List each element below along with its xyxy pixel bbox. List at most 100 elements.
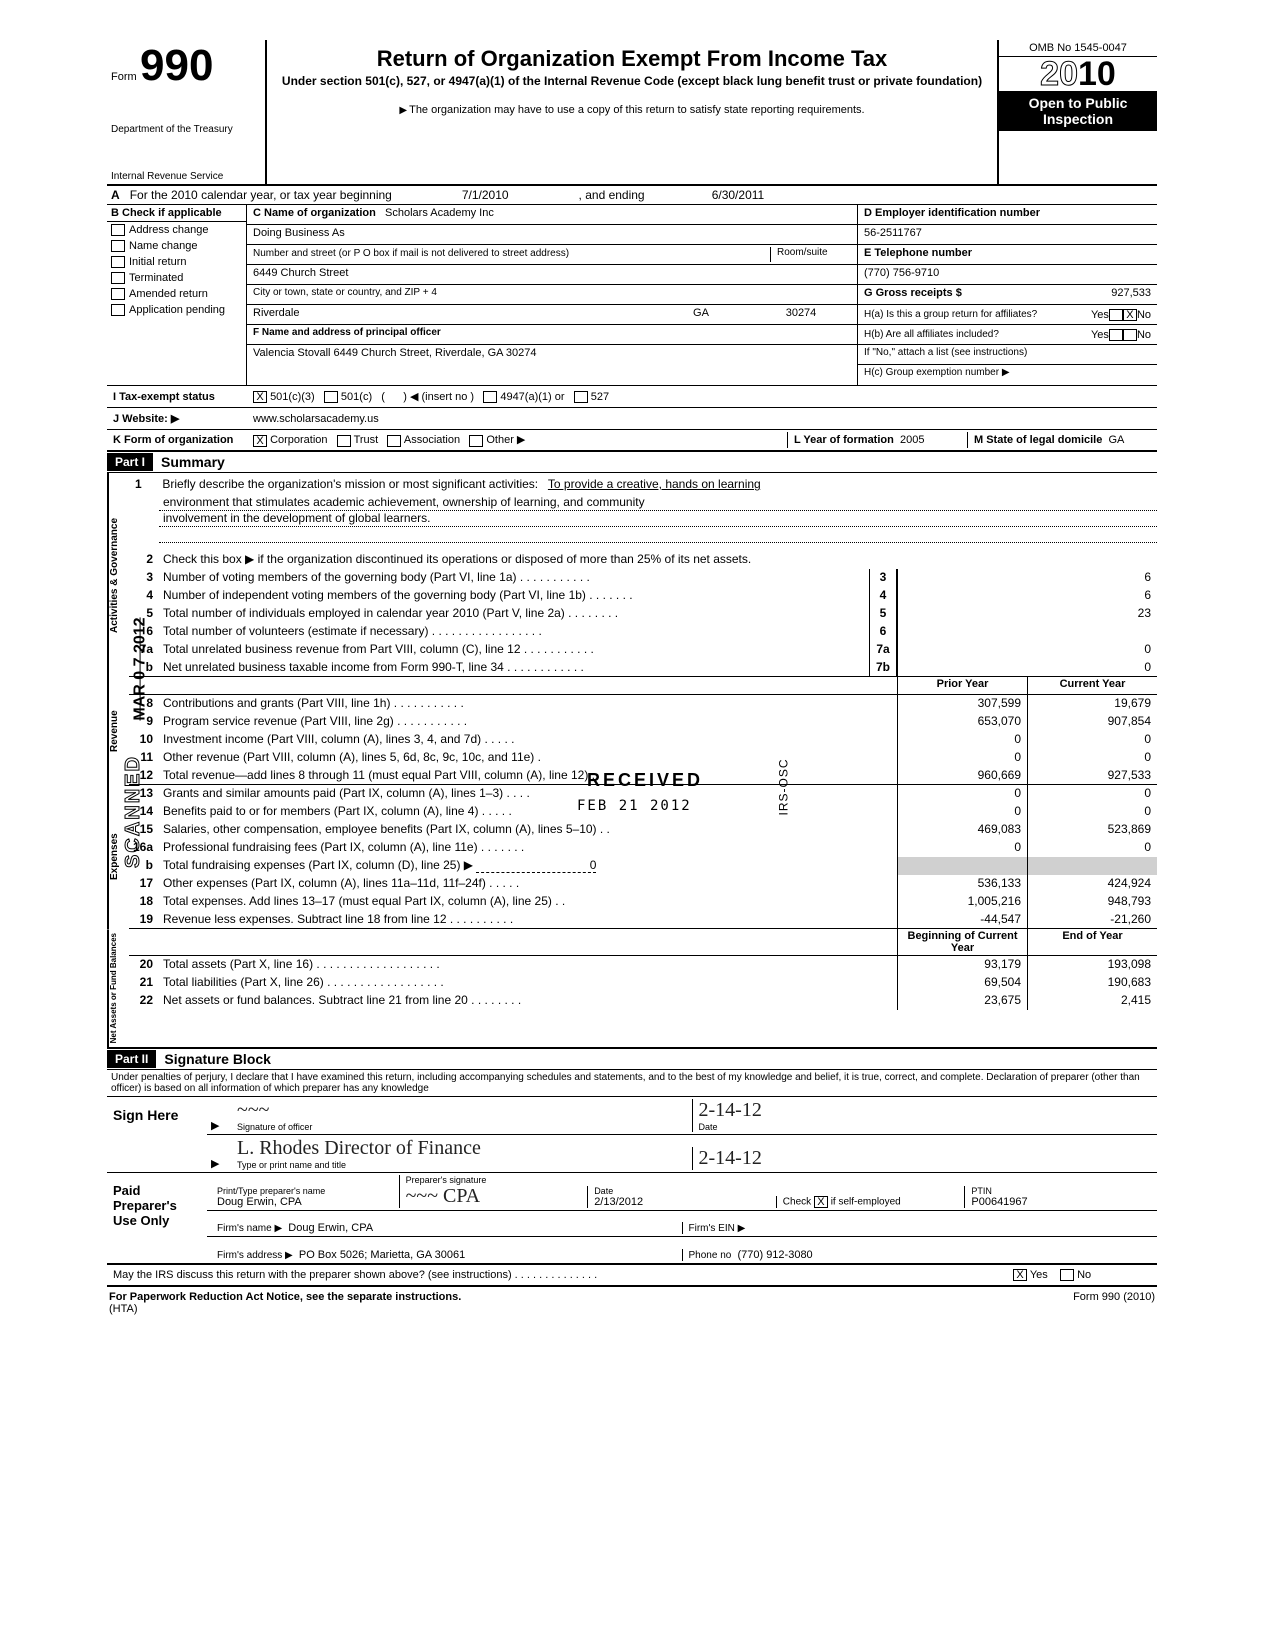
chk-4947[interactable]: [483, 391, 497, 403]
form-ref: Form 990 (2010): [1073, 1291, 1155, 1315]
form-header: Form 990 Department of the Treasury Inte…: [107, 40, 1157, 186]
chk-association[interactable]: [387, 435, 401, 447]
part-i-header: Part I Summary: [107, 452, 1157, 473]
preparer-name: Doug Erwin, CPA: [217, 1196, 393, 1208]
val-line4: 6: [897, 587, 1157, 605]
l10-curr: 0: [1027, 731, 1157, 749]
val-line7b: 0: [897, 659, 1157, 676]
val-line5: 23: [897, 605, 1157, 623]
col-de: D Employer identification number 56-2511…: [857, 205, 1157, 385]
hb-no-check[interactable]: [1123, 329, 1137, 341]
identity-block: B Check if applicable Address change Nam…: [107, 205, 1157, 386]
dept-irs: Internal Revenue Service: [111, 171, 257, 182]
discuss-no-check[interactable]: [1060, 1269, 1074, 1281]
l20-end: 193,098: [1027, 956, 1157, 974]
firm-phone: (770) 912-3080: [737, 1249, 812, 1261]
chk-527[interactable]: [574, 391, 588, 403]
sign-date-1: 2-14-12: [699, 1099, 1148, 1122]
year-end: 6/30/2011: [648, 188, 828, 202]
chk-name-change[interactable]: Name change: [107, 238, 246, 254]
chk-initial-return[interactable]: Initial return: [107, 254, 246, 270]
form-subtitle: Under section 501(c), 527, or 4947(a)(1)…: [277, 74, 987, 88]
hb-yes-check[interactable]: [1109, 329, 1123, 341]
penalty-statement: Under penalties of perjury, I declare th…: [107, 1070, 1157, 1097]
ein: 56-2511767: [858, 225, 1157, 245]
chk-other[interactable]: [469, 435, 483, 447]
l17-curr: 424,924: [1027, 875, 1157, 893]
mission-text-1: To provide a creative, hands on learning: [548, 477, 761, 491]
part-ii-header: Part II Signature Block: [107, 1049, 1157, 1070]
l14-curr: 0: [1027, 803, 1157, 821]
state-domicile: GA: [1108, 434, 1124, 446]
l21-end: 190,683: [1027, 974, 1157, 992]
chk-corporation[interactable]: X: [253, 435, 267, 447]
l22-begin: 23,675: [897, 992, 1027, 1010]
row-k-form-of-org: K Form of organization X Corporation Tru…: [107, 430, 1157, 452]
city: Riverdale: [253, 307, 651, 322]
paid-preparer-label: Paid Preparer's Use Only: [107, 1173, 207, 1263]
row-j-website: J Website: ▶ www.scholarsacademy.us: [107, 408, 1157, 430]
val-line7a: 0: [897, 641, 1157, 659]
l16a-prior: 0: [897, 839, 1027, 857]
stamp-received-date: FEB 21 2012: [577, 798, 692, 814]
chk-trust[interactable]: [337, 435, 351, 447]
l16a-curr: 0: [1027, 839, 1157, 857]
year-formation: 2005: [900, 434, 924, 446]
l16b-val: 0: [476, 858, 596, 873]
chk-address-change[interactable]: Address change: [107, 222, 246, 238]
header-note: The organization may have to use a copy …: [277, 104, 987, 116]
chk-amended[interactable]: Amended return: [107, 286, 246, 302]
ha-yes-check[interactable]: [1109, 309, 1123, 321]
header-right: OMB No 1545-0047 2010 Open to PublicInsp…: [997, 40, 1157, 184]
stamp-received: RECEIVED: [587, 770, 703, 791]
preparer-signature: ~~~ CPA: [406, 1185, 582, 1208]
l22-end: 2,415: [1027, 992, 1157, 1010]
summary-table: Activities & Governance 1 Briefly descri…: [107, 473, 1157, 1049]
form-label: Form: [111, 71, 137, 83]
chk-app-pending[interactable]: Application pending: [107, 302, 246, 318]
l8-prior: 307,599: [897, 695, 1027, 713]
group-governance: Activities & Governance 1 Briefly descri…: [107, 473, 1157, 677]
l11-curr: 0: [1027, 749, 1157, 767]
side-governance: Activities & Governance: [107, 473, 129, 677]
chk-501c[interactable]: [324, 391, 338, 403]
chk-self-employed[interactable]: X: [814, 1196, 828, 1208]
group-net-assets: Net Assets or Fund Balances Beginning of…: [107, 929, 1157, 1047]
header-middle: Return of Organization Exempt From Incom…: [267, 40, 997, 184]
org-name: Scholars Academy Inc: [385, 207, 494, 219]
discuss-row: May the IRS discuss this return with the…: [107, 1265, 1157, 1287]
side-expenses: Expenses: [107, 785, 129, 929]
l13-prior: 0: [897, 785, 1027, 803]
principal-officer: Valencia Stovall 6449 Church Street, Riv…: [247, 345, 857, 365]
l9-curr: 907,854: [1027, 713, 1157, 731]
website-url: www.scholarsacademy.us: [247, 411, 1157, 427]
paid-preparer-block: Paid Preparer's Use Only Print/Type prep…: [107, 1173, 1157, 1265]
preparer-date: 2/13/2012: [594, 1196, 770, 1208]
l8-curr: 19,679: [1027, 695, 1157, 713]
discuss-yes-check[interactable]: X: [1013, 1269, 1027, 1281]
mission-text-2: environment that stimulates academic ach…: [159, 495, 1157, 511]
l17-prior: 536,133: [897, 875, 1027, 893]
l12-curr: 927,533: [1027, 767, 1157, 784]
col-b-header: B Check if applicable: [107, 205, 246, 222]
year-begin: 7/1/2010: [395, 188, 575, 202]
l20-begin: 93,179: [897, 956, 1027, 974]
page-footer: For Paperwork Reduction Act Notice, see …: [107, 1287, 1157, 1319]
l19-curr: -21,260: [1027, 911, 1157, 928]
chk-terminated[interactable]: Terminated: [107, 270, 246, 286]
line-a-tax-year: A For the 2010 calendar year, or tax yea…: [107, 186, 1157, 205]
stamp-mar-date: MAR 0 7 2012: [132, 617, 150, 720]
col-b-checkboxes: B Check if applicable Address change Nam…: [107, 205, 247, 385]
ha-no-check[interactable]: X: [1123, 309, 1137, 321]
zip: 30274: [751, 307, 851, 322]
val-line3: 6: [897, 569, 1157, 587]
tax-year: 2010: [999, 57, 1157, 91]
chk-501c3[interactable]: X: [253, 391, 267, 403]
form-title: Return of Organization Exempt From Incom…: [277, 46, 987, 72]
ptin: P00641967: [971, 1196, 1147, 1208]
l18-curr: 948,793: [1027, 893, 1157, 911]
mission-text-3: involvement in the development of global…: [159, 511, 1157, 527]
l14-prior: 0: [897, 803, 1027, 821]
header-left: Form 990 Department of the Treasury Inte…: [107, 40, 267, 184]
col-c-name-address: C Name of organization Scholars Academy …: [247, 205, 857, 385]
